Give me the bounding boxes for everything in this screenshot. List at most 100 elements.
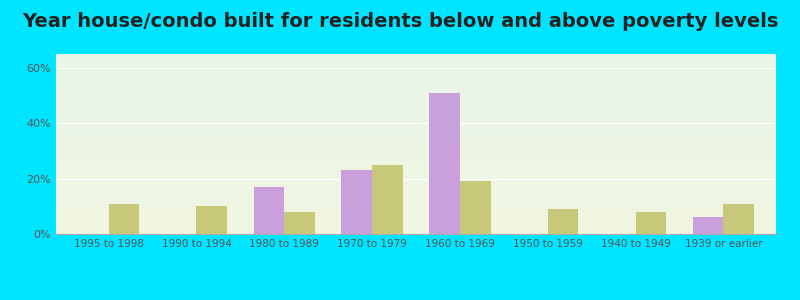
Bar — [56, 70, 776, 72]
Bar — [56, 108, 776, 110]
Bar — [56, 164, 776, 166]
Bar — [56, 79, 776, 81]
Bar — [56, 200, 776, 202]
Bar — [56, 67, 776, 68]
Bar — [56, 97, 776, 99]
Bar — [56, 211, 776, 212]
Bar — [56, 185, 776, 187]
Bar — [693, 218, 723, 234]
Bar — [56, 160, 776, 162]
Bar — [56, 223, 776, 225]
Bar — [56, 158, 776, 160]
Bar — [56, 225, 776, 227]
Bar — [56, 193, 776, 194]
Bar — [56, 92, 776, 94]
Bar — [56, 178, 776, 180]
Bar — [56, 202, 776, 203]
Bar — [56, 218, 776, 220]
Bar — [56, 122, 776, 124]
Bar — [56, 99, 776, 101]
Bar — [56, 126, 776, 128]
Bar — [56, 184, 776, 185]
Bar — [56, 171, 776, 173]
Bar — [56, 182, 776, 184]
Bar — [56, 90, 776, 92]
Bar — [56, 167, 776, 169]
Bar — [56, 119, 776, 121]
Bar — [56, 61, 776, 63]
Bar — [56, 175, 776, 176]
Bar — [56, 130, 776, 131]
Bar — [56, 187, 776, 189]
Bar — [56, 139, 776, 140]
Bar — [56, 88, 776, 90]
Bar — [56, 221, 776, 223]
Bar — [56, 110, 776, 112]
Bar — [56, 212, 776, 214]
Bar — [56, 207, 776, 209]
Bar — [56, 196, 776, 198]
Bar — [56, 180, 776, 182]
Bar — [56, 205, 776, 207]
Bar — [56, 137, 776, 139]
Bar — [56, 135, 776, 137]
Bar — [56, 176, 776, 178]
Bar — [56, 83, 776, 85]
Bar — [197, 206, 227, 234]
Bar — [56, 86, 776, 88]
Bar — [56, 128, 776, 130]
Bar — [56, 103, 776, 104]
Bar — [56, 155, 776, 157]
Bar — [56, 173, 776, 175]
Bar — [56, 151, 776, 153]
Bar — [56, 106, 776, 108]
Bar — [56, 194, 776, 196]
Text: Year house/condo built for residents below and above poverty levels: Year house/condo built for residents bel… — [22, 12, 778, 31]
Bar — [56, 162, 776, 164]
Bar — [56, 54, 776, 56]
Bar — [56, 191, 776, 193]
Bar — [56, 115, 776, 117]
Bar — [56, 203, 776, 205]
Bar — [56, 113, 776, 115]
Bar — [56, 121, 776, 122]
Bar — [56, 209, 776, 211]
Bar — [429, 93, 460, 234]
Bar — [56, 63, 776, 65]
Bar — [56, 58, 776, 59]
Bar — [56, 140, 776, 142]
Bar — [460, 182, 490, 234]
Bar — [342, 170, 372, 234]
Bar — [56, 56, 776, 58]
Bar — [284, 212, 315, 234]
Bar — [56, 72, 776, 74]
Bar — [635, 212, 666, 234]
Bar — [56, 142, 776, 144]
Bar — [723, 203, 754, 234]
Bar — [56, 104, 776, 106]
Bar — [56, 232, 776, 234]
Bar — [56, 101, 776, 103]
Bar — [372, 165, 403, 234]
Bar — [254, 187, 284, 234]
Bar — [109, 203, 139, 234]
Bar — [56, 148, 776, 149]
Bar — [56, 65, 776, 67]
Bar — [56, 59, 776, 61]
Bar — [56, 68, 776, 70]
Bar — [56, 198, 776, 200]
Bar — [56, 166, 776, 167]
Bar — [56, 117, 776, 119]
Bar — [56, 131, 776, 133]
Bar — [548, 209, 578, 234]
Bar — [56, 112, 776, 113]
Bar — [56, 144, 776, 146]
Bar — [56, 216, 776, 218]
Bar — [56, 81, 776, 83]
Bar — [56, 94, 776, 95]
Bar — [56, 220, 776, 221]
Bar — [56, 77, 776, 79]
Bar — [56, 146, 776, 148]
Bar — [56, 214, 776, 216]
Bar — [56, 189, 776, 191]
